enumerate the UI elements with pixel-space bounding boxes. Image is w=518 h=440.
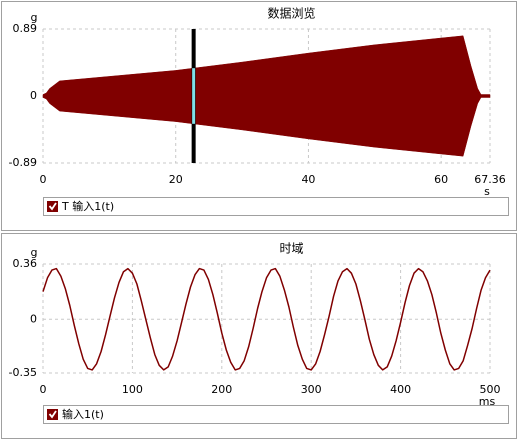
y-axis-unit: g: [31, 11, 38, 24]
signal-line: [42, 267, 491, 371]
x-tick-label: 200: [211, 383, 232, 396]
legend-box: [43, 197, 509, 216]
x-tick-label: 400: [390, 383, 411, 396]
chart-title: 时域: [279, 242, 303, 256]
x-tick-label: 60: [434, 173, 448, 186]
legend-checkbox[interactable]: [47, 201, 58, 212]
legend-label: 输入1(t): [62, 407, 104, 421]
y-tick-label: 0: [30, 89, 37, 102]
x-tick-label: 300: [301, 383, 322, 396]
legend-checkbox[interactable]: [47, 409, 58, 420]
x-axis-unit: s: [484, 185, 490, 198]
signal-envelope: [42, 35, 491, 157]
y-tick-label: 0.36: [13, 257, 38, 270]
x-tick-label: 100: [122, 383, 143, 396]
y-tick-label: 0.89: [13, 22, 38, 35]
checkbox-tick: [48, 202, 57, 211]
x-tick-label: 500: [480, 383, 501, 396]
x-tick-label: 67.36: [474, 173, 506, 186]
y-tick-label: -0.89: [9, 156, 37, 169]
y-tick-label: 0: [30, 312, 37, 325]
legend-label: T 输入1(t): [61, 199, 114, 213]
checkbox-box: [47, 201, 58, 212]
x-tick-label: 0: [40, 383, 47, 396]
y-axis-unit: g: [31, 246, 38, 259]
x-tick-label: 0: [40, 173, 47, 186]
y-tick-label: -0.35: [9, 366, 37, 379]
legend-box: [43, 405, 509, 424]
checkbox-box: [47, 409, 58, 420]
chart-title: 数据浏览: [267, 6, 315, 21]
x-axis-unit: ms: [479, 395, 496, 408]
checkbox-tick: [48, 410, 57, 419]
x-tick-label: 20: [169, 173, 183, 186]
x-tick-label: 40: [301, 173, 315, 186]
panel-frame: [1, 233, 517, 439]
